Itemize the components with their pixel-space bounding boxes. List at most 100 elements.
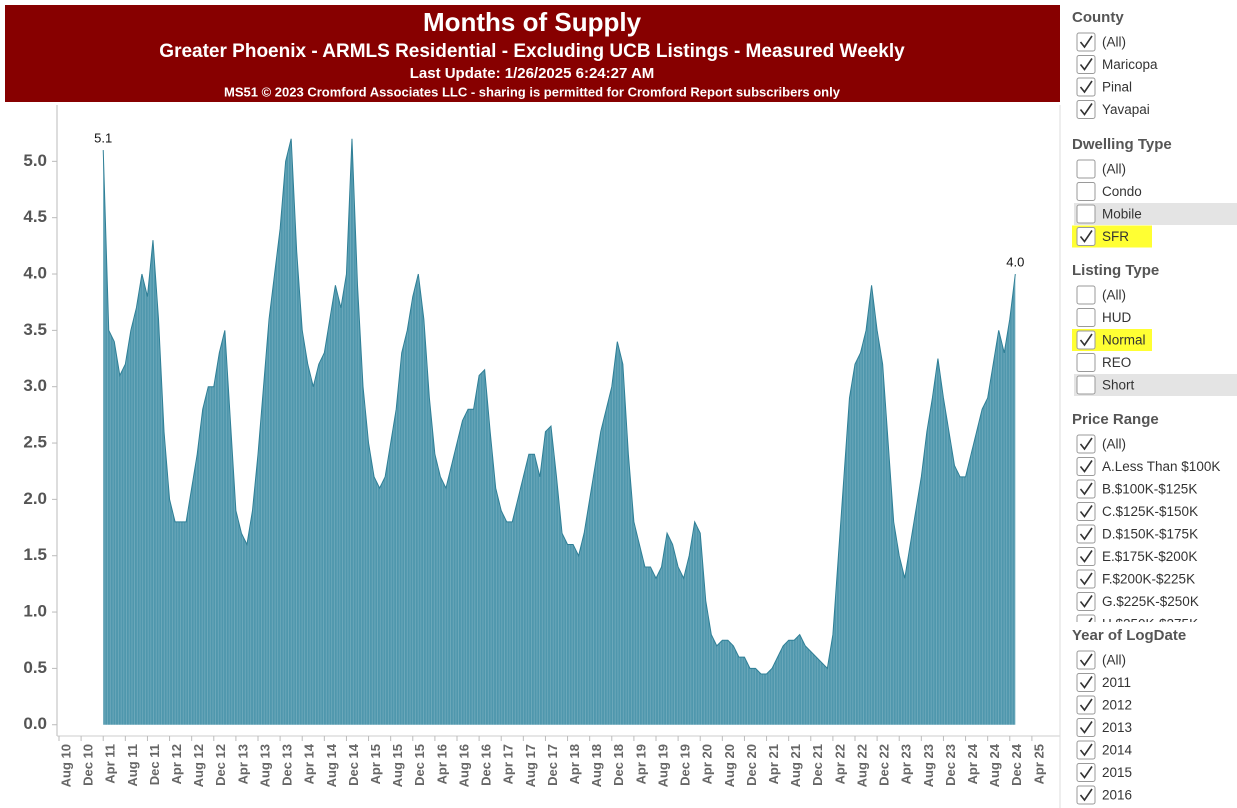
checkmark — [1079, 653, 1093, 667]
x-tick-label: Apr 14 — [302, 743, 317, 784]
checkbox[interactable] — [1076, 614, 1096, 633]
filter-item[interactable]: D.$150K-$175K — [1076, 524, 1198, 544]
checkbox[interactable] — [1076, 204, 1096, 224]
y-tick-label: 0.0 — [23, 714, 47, 733]
filter-item[interactable]: (All) — [1076, 159, 1126, 179]
item-label: HUD — [1102, 310, 1131, 325]
filter-item[interactable]: (All) — [1076, 285, 1126, 305]
checkmark — [1079, 743, 1093, 757]
copyright-note: MS51 © 2023 Cromford Associates LLC - sh… — [224, 84, 841, 99]
checkbox[interactable] — [1076, 330, 1096, 350]
checkbox[interactable] — [1076, 227, 1096, 246]
x-tick-label: Dec 20 — [744, 744, 759, 786]
checkmark — [1079, 572, 1093, 586]
y-tick-label: 1.0 — [23, 602, 47, 621]
filter-item[interactable]: E.$175K-$200K — [1076, 547, 1197, 566]
filter-item[interactable]: G.$225K-$250K — [1076, 592, 1199, 611]
filter-item[interactable]: 2013 — [1076, 718, 1132, 737]
filter-item[interactable]: HUD — [1076, 308, 1131, 327]
checkbox[interactable] — [1076, 479, 1096, 499]
filter-item[interactable]: Yavapai — [1076, 100, 1150, 119]
checkbox[interactable] — [1076, 673, 1096, 692]
checkbox[interactable] — [1076, 159, 1096, 179]
checkmark — [1088, 617, 1093, 622]
checkbox[interactable] — [1076, 650, 1096, 670]
filter-item[interactable]: SFR — [1072, 225, 1152, 248]
checkbox[interactable] — [1076, 55, 1096, 74]
filter-item[interactable]: Normal — [1072, 329, 1152, 351]
x-tick-label: Dec 17 — [545, 744, 560, 786]
checkmark — [1079, 103, 1093, 116]
x-tick-label: Dec 22 — [877, 744, 892, 786]
filter-item[interactable]: H.$250K-$275K — [1076, 614, 1198, 633]
checkbox[interactable] — [1076, 434, 1096, 454]
checkbox[interactable] — [1076, 718, 1096, 737]
x-tick-label: Dec 18 — [611, 744, 626, 786]
x-tick-label: Dec 23 — [943, 744, 958, 786]
item-label: (All) — [1102, 162, 1126, 177]
checkmark — [1079, 460, 1093, 473]
update-note: Last Update: 1/26/2025 6:24:27 AM — [410, 65, 655, 82]
y-tick-label: 0.5 — [23, 658, 47, 677]
x-tick-label: Apr 20 — [700, 744, 715, 784]
x-tick-label: Aug 10 — [58, 744, 73, 787]
x-tick-label: Aug 13 — [257, 744, 272, 787]
x-tick-label: Dec 24 — [1009, 743, 1024, 786]
checkmark — [1079, 333, 1093, 347]
checkbox[interactable] — [1076, 592, 1096, 611]
filter-item[interactable]: 2012 — [1076, 695, 1132, 715]
x-tick-label: Dec 10 — [81, 744, 96, 786]
filter-title: Listing Type — [1072, 262, 1159, 279]
checkbox[interactable] — [1076, 182, 1096, 201]
filter-item[interactable]: 2015 — [1076, 763, 1132, 782]
checkbox[interactable] — [1076, 740, 1096, 760]
checkbox[interactable] — [1076, 100, 1096, 119]
checkmark — [1079, 437, 1093, 451]
filter-item[interactable]: 2011 — [1076, 673, 1131, 692]
filter-item[interactable]: C.$125K-$150K — [1076, 502, 1198, 521]
checkbox[interactable] — [1076, 785, 1096, 805]
filter-item[interactable]: Condo — [1076, 182, 1142, 201]
checkbox[interactable] — [1076, 32, 1096, 52]
checkbox[interactable] — [1076, 524, 1096, 544]
checkmark — [1079, 482, 1093, 496]
filter-item[interactable]: F.$200K-$225K — [1076, 569, 1195, 589]
item-label: A.Less Than $100K — [1102, 459, 1220, 474]
item-label: (All) — [1102, 35, 1126, 50]
filter-item[interactable]: 2014 — [1076, 740, 1133, 760]
filter-item[interactable]: Short — [1074, 374, 1237, 396]
filter-group: (All) A.Less Than $100K B.$100K-$125K C.$12… — [1076, 434, 1220, 633]
item-label: E.$175K-$200K — [1102, 549, 1197, 564]
checkbox[interactable] — [1076, 77, 1096, 97]
checkbox[interactable] — [1076, 695, 1096, 715]
checkbox[interactable] — [1076, 547, 1096, 566]
filter-item[interactable]: (All) — [1076, 434, 1126, 454]
checkbox[interactable] — [1076, 353, 1096, 372]
x-tick-label: Apr 15 — [368, 744, 383, 784]
filter-item[interactable]: (All) — [1076, 32, 1126, 52]
filter-item[interactable]: B.$100K-$125K — [1076, 479, 1197, 499]
checkbox[interactable] — [1076, 457, 1096, 476]
checkbox[interactable] — [1076, 285, 1096, 305]
filter-item[interactable]: Mobile — [1074, 203, 1237, 225]
filter-item[interactable]: A.Less Than $100K — [1076, 457, 1220, 476]
checkbox[interactable] — [1076, 375, 1096, 395]
x-tick-label: Aug 19 — [655, 744, 670, 787]
filter-item[interactable]: (All) — [1076, 650, 1126, 670]
checkbox[interactable] — [1076, 502, 1096, 521]
checkbox[interactable] — [1076, 763, 1096, 782]
y-tick-label: 2.5 — [23, 433, 47, 452]
area-outline — [102, 138, 1016, 675]
checkbox[interactable] — [1076, 569, 1096, 589]
filter-item[interactable]: 2016 — [1076, 785, 1132, 805]
checkbox[interactable] — [1076, 308, 1096, 327]
filter-item[interactable]: REO — [1076, 353, 1131, 372]
item-label: G.$225K-$250K — [1102, 594, 1199, 609]
filter-title: Dwelling Type — [1072, 136, 1172, 153]
filter-item[interactable]: Maricopa — [1076, 55, 1158, 74]
filter-item[interactable]: Pinal — [1076, 77, 1132, 97]
x-tick-label: Aug 24 — [987, 743, 1002, 787]
checkmark — [1079, 550, 1093, 563]
x-tick-label: Apr 12 — [169, 744, 184, 784]
item-label: F.$200K-$225K — [1102, 572, 1195, 587]
